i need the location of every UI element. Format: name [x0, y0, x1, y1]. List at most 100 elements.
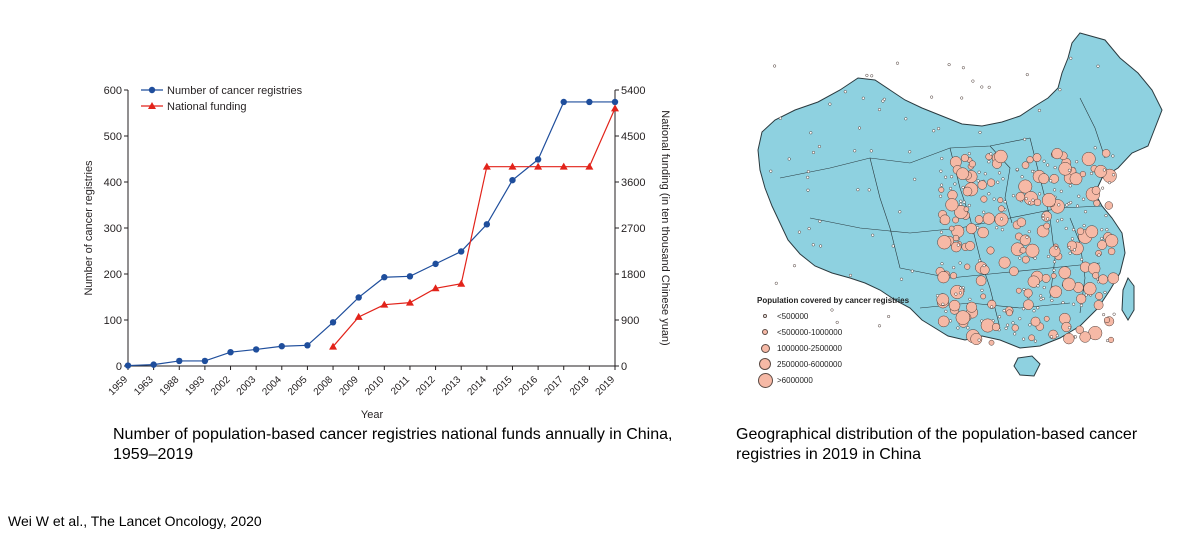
registry-marker [1031, 169, 1035, 173]
registry-marker [1095, 292, 1103, 300]
registry-marker [877, 108, 882, 112]
registry-marker [1046, 254, 1050, 259]
data-point-registries [381, 274, 388, 281]
registry-marker [869, 149, 873, 153]
registry-marker [1107, 272, 1120, 284]
registry-marker [978, 258, 982, 263]
registry-marker [1096, 64, 1100, 68]
registry-marker [1102, 149, 1111, 158]
registry-marker [1111, 173, 1116, 177]
data-point-funding [585, 162, 594, 170]
map-caption: Geographical distribution of the populat… [736, 426, 1138, 463]
registry-marker [1079, 331, 1091, 343]
registry-marker [1061, 321, 1072, 333]
y2-tick-label: 1800 [621, 269, 645, 281]
registry-marker [1025, 73, 1029, 77]
registry-marker [960, 96, 964, 100]
registry-marker [938, 186, 945, 193]
registry-marker [963, 206, 970, 212]
registry-marker [989, 152, 993, 156]
registry-marker [966, 301, 978, 313]
registry-marker [980, 195, 988, 203]
registry-marker [1004, 326, 1008, 330]
registry-marker [1023, 299, 1034, 310]
registry-marker [1009, 266, 1019, 277]
registry-marker [819, 244, 823, 248]
series-line-0 [127, 101, 615, 367]
registry-marker [1049, 335, 1054, 339]
registry-marker [1065, 203, 1069, 207]
data-point-registries [432, 260, 439, 268]
registry-marker [848, 273, 853, 277]
registry-marker [1025, 243, 1040, 258]
x-tick-label: 1963 [132, 374, 156, 398]
registry-marker [910, 269, 914, 273]
registry-marker [1041, 274, 1051, 283]
map-legend-dot [759, 358, 771, 370]
data-point-funding [457, 279, 466, 287]
registry-marker [998, 205, 1005, 212]
registry-marker [987, 178, 996, 187]
line-chart: 0 100 200 300 400 500 600 0 900 1800 2700 3600 4500 5… [83, 85, 671, 420]
registry-marker [987, 192, 991, 196]
y2-tick-label: 4500 [621, 131, 645, 143]
registry-marker [986, 246, 995, 255]
registry-marker [1020, 175, 1024, 179]
registry-marker [1038, 192, 1042, 196]
registry-marker [998, 256, 1011, 269]
map-legend-label: 1000000-2500000 [777, 343, 842, 353]
registry-marker [1060, 217, 1064, 222]
x-tick-label: 2019 [594, 374, 618, 398]
data-point-registries [124, 362, 132, 369]
registry-marker [937, 235, 952, 250]
y-tick-label: 200 [104, 269, 122, 281]
registry-marker [1042, 159, 1046, 163]
registry-marker [956, 167, 969, 180]
registry-marker [982, 264, 986, 268]
data-point-funding [508, 162, 517, 170]
registry-marker [987, 299, 997, 309]
registry-marker [939, 214, 951, 226]
x-tick-label: 2010 [363, 374, 387, 398]
registry-marker [1103, 290, 1107, 294]
data-point-registries [458, 248, 465, 255]
registry-marker [1011, 321, 1015, 325]
registry-marker [1081, 151, 1096, 166]
registry-marker [982, 212, 995, 225]
registry-marker [1072, 248, 1076, 252]
data-point-funding [354, 312, 363, 320]
registry-marker [1024, 197, 1028, 201]
x-tick-label: 2005 [286, 374, 310, 398]
registry-marker [935, 294, 940, 298]
registry-marker [830, 308, 834, 312]
map-legend-dot [757, 372, 773, 388]
y2-axis-title: National funding (in ten thousand Chines… [659, 110, 671, 345]
registry-marker [937, 315, 950, 328]
registry-marker [1022, 307, 1026, 311]
registry-marker [1049, 285, 1062, 299]
registry-marker [1064, 226, 1068, 230]
registry-marker [817, 144, 821, 149]
data-point-registries [534, 156, 542, 163]
registry-marker [953, 182, 957, 186]
x-tick-label: 2013 [440, 374, 464, 398]
registry-marker [980, 85, 984, 89]
x-tick-label: 2003 [235, 374, 259, 398]
registry-marker [857, 126, 862, 130]
registry-marker [773, 64, 777, 68]
registry-marker [948, 319, 953, 323]
data-point-registries [355, 294, 362, 301]
registry-marker [835, 320, 839, 324]
map-legend-title: Population covered by cancer registries [757, 296, 910, 305]
registry-marker [913, 177, 917, 181]
registry-marker [828, 102, 832, 106]
taiwan-island [1121, 277, 1135, 321]
registry-marker [1083, 210, 1088, 214]
registry-marker [997, 171, 1002, 175]
registry-marker [1037, 108, 1041, 112]
registry-marker [1052, 268, 1056, 272]
registry-marker [1094, 165, 1108, 178]
registry-marker [1033, 198, 1042, 207]
y-tick-label: 300 [104, 223, 122, 235]
registry-marker [1053, 166, 1057, 170]
